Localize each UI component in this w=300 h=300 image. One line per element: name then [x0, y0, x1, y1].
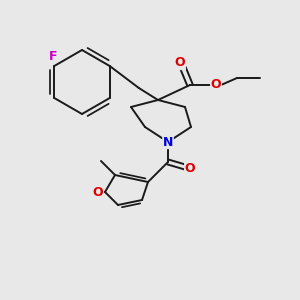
Text: O: O	[175, 56, 185, 70]
Text: O: O	[185, 161, 195, 175]
Text: F: F	[49, 50, 58, 64]
Text: O: O	[211, 79, 221, 92]
Text: O: O	[93, 187, 103, 200]
Text: N: N	[163, 136, 173, 148]
